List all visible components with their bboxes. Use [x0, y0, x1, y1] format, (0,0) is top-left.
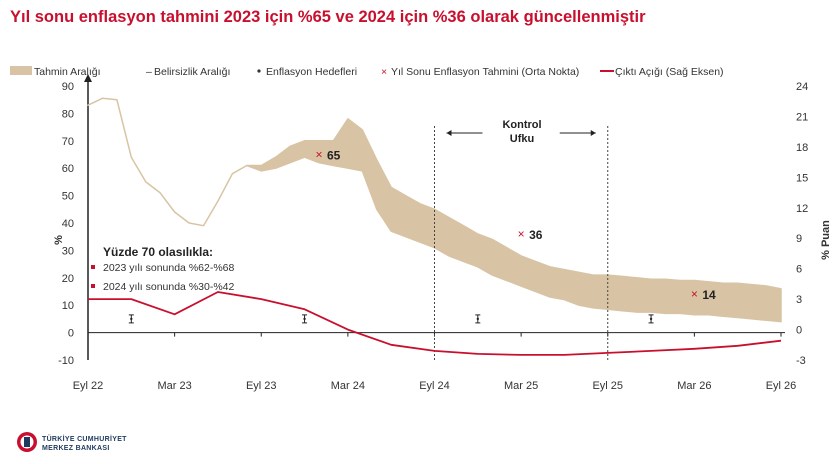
legend-gap-label: Çıktı Açığı (Sağ Eksen)	[615, 66, 724, 78]
x-tick-label: Eyl 24	[419, 380, 450, 392]
x-tick-label: Mar 23	[158, 380, 192, 392]
forecast-marker-layer: × 65 × 36 × 14	[128, 148, 716, 324]
central-bank-emblem	[17, 432, 37, 452]
forecast-midpoint-marker: ×	[518, 227, 525, 241]
x-tick-label: Mar 25	[504, 380, 538, 392]
control-horizon-arrowhead-right	[590, 130, 596, 136]
x-tick-label: Mar 26	[677, 380, 711, 392]
slide-title: Yıl sonu enflasyon tahmini 2023 için %65…	[10, 8, 646, 26]
x-tick-label: Eyl 23	[246, 380, 277, 392]
uncertainty-range-marker	[302, 314, 308, 324]
inflation-target-dot	[649, 317, 653, 321]
inflation-target-dot	[476, 317, 480, 321]
forecast-band-layer	[87, 97, 782, 323]
chart-axes: -100102030405060708090%-303691215182124%…	[53, 74, 832, 392]
x-tick-label: Eyl 25	[592, 380, 623, 392]
legend-target-label: Enflasyon Hedefleri	[266, 66, 357, 78]
x-tick-label: Eyl 22	[73, 380, 104, 392]
y-left-tick-label: 60	[62, 163, 74, 175]
annotation-bullet-2023	[91, 265, 95, 269]
forecast-midpoint-label: 65	[327, 149, 341, 163]
output-gap-layer	[88, 291, 782, 356]
legend-uncertainty-label: Belirsizlik Aralığı	[154, 66, 230, 78]
inflation-target-dot	[130, 317, 133, 321]
logo-line-2: MERKEZ BANKASI	[42, 445, 110, 452]
y-left-tick-label: -10	[58, 355, 74, 367]
y-right-tick-label: 24	[796, 81, 808, 93]
forecast-range-band	[87, 97, 782, 323]
central-bank-logo: TÜRKİYE CUMHURİYET MERKEZ BANKASI	[16, 431, 216, 459]
annotation-item-2024: 2024 yılı sonunda %30-%42	[103, 281, 235, 293]
inflation-target-dot	[303, 317, 306, 321]
y-left-tick-label: 10	[62, 300, 74, 312]
uncertainty-range-marker	[128, 314, 134, 324]
y-left-tick-label: 40	[62, 218, 74, 230]
logo-line-1: TÜRKİYE CUMHURİYET	[42, 436, 127, 443]
y-right-tick-label: 21	[796, 111, 808, 123]
legend-band-label: Tahmin Aralığı	[34, 66, 101, 78]
y-left-tick-label: 0	[68, 328, 74, 340]
control-horizon-arrowhead-left	[446, 130, 452, 136]
uncertainty-range-marker	[648, 314, 654, 324]
y-axis-right-title: % Puan	[820, 220, 832, 260]
x-tick-label: Eyl 26	[766, 380, 797, 392]
forecast-midpoint-marker: ×	[315, 148, 322, 162]
y-left-tick-label: 70	[62, 136, 74, 148]
legend-forecast-swatch: ×	[381, 66, 387, 78]
y-left-tick-label: 90	[62, 81, 74, 93]
y-right-tick-label: 6	[796, 264, 802, 276]
y-right-tick-label: 15	[796, 172, 808, 184]
legend-band-swatch	[10, 66, 32, 75]
x-tick-label: Mar 24	[331, 380, 365, 392]
control-horizon-label-line2: Ufku	[510, 133, 534, 145]
control-horizon-label-line1: Kontrol	[502, 119, 541, 131]
y-right-tick-label: -3	[796, 355, 806, 367]
forecast-midpoint-marker: ×	[691, 287, 698, 301]
probability-annotation: Yüzde 70 olasılıkla: 2023 yılı sonunda %…	[91, 245, 235, 293]
uncertainty-range-marker	[475, 314, 481, 324]
control-horizon: Kontrol Ufku	[434, 119, 609, 360]
annotation-heading: Yüzde 70 olasılıkla:	[103, 245, 213, 259]
central-bank-wordmark: TÜRKİYE CUMHURİYET MERKEZ BANKASI	[42, 435, 127, 453]
y-right-tick-label: 18	[796, 142, 808, 154]
y-axis-left-title: %	[53, 235, 65, 245]
chart-legend: Tahmin Aralığı – Belirsizlik Aralığı Enf…	[10, 66, 724, 78]
y-left-tick-label: 30	[62, 245, 74, 257]
annotation-item-2023: 2023 yılı sonunda %62-%68	[103, 262, 235, 274]
y-left-tick-label: 50	[62, 191, 74, 203]
y-right-tick-label: 9	[796, 233, 802, 245]
forecast-midpoint-label: 36	[529, 228, 543, 242]
y-right-tick-label: 3	[796, 294, 802, 306]
y-right-tick-label: 12	[796, 203, 808, 215]
forecast-midpoint-label: 14	[702, 288, 716, 302]
output-gap-line	[88, 291, 782, 356]
y-axis-left-arrow	[84, 74, 92, 82]
y-left-tick-label: 80	[62, 108, 74, 120]
annotation-bullet-2024	[91, 284, 95, 288]
legend-target-swatch	[257, 69, 261, 73]
legend-forecast-label: Yıl Sonu Enflasyon Tahmini (Orta Nokta)	[391, 66, 579, 78]
y-right-tick-label: 0	[796, 325, 802, 337]
legend-uncertainty-swatch: –	[146, 66, 152, 78]
y-left-tick-label: 20	[62, 273, 74, 285]
